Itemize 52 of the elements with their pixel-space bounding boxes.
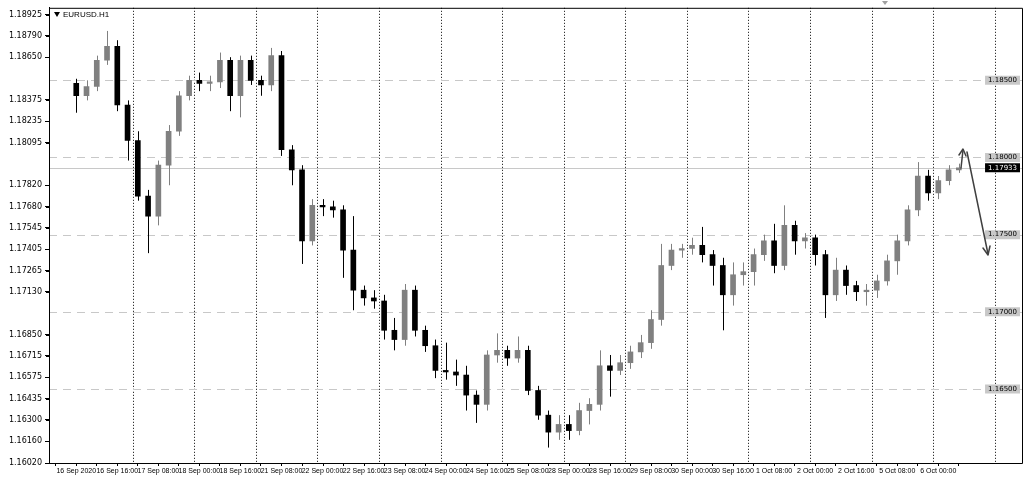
y-tick-label: 1.18650 <box>8 52 42 62</box>
candlestick <box>761 234 767 262</box>
candlestick <box>186 75 192 101</box>
candlestick <box>545 410 552 449</box>
candlestick <box>637 334 644 359</box>
y-tick-label: 1.18375 <box>8 94 42 104</box>
y-tick-label: 1.16435 <box>8 394 42 404</box>
y-tick-label: 1.16850 <box>8 330 42 339</box>
y-tick-label: 1.17405 <box>8 244 42 254</box>
candlestick <box>699 226 706 263</box>
candlestick <box>607 354 613 398</box>
candlestick <box>463 365 470 412</box>
candlestick <box>217 52 223 89</box>
candlestick <box>935 175 942 200</box>
candlestick <box>894 234 901 276</box>
candlestick <box>494 332 500 364</box>
y-tick-label: 1.17820 <box>8 180 42 190</box>
candlestick <box>648 309 654 350</box>
candlestick <box>709 249 716 287</box>
candlestick <box>576 402 582 436</box>
candlestick <box>196 72 203 92</box>
chart-title: EURUSD.H1 <box>63 10 110 19</box>
candlestick <box>73 78 80 114</box>
y-tick-label: 1.17265 <box>8 265 42 275</box>
candlestick <box>853 280 860 302</box>
candlestick <box>843 264 849 296</box>
candlestick <box>884 254 890 287</box>
candlestick <box>145 189 151 254</box>
candlestick <box>730 261 736 307</box>
y-tick-label: 1.16715 <box>8 350 42 360</box>
candlestick <box>740 261 747 287</box>
candlestick <box>288 144 295 186</box>
candlestick <box>750 248 757 287</box>
y-tick-label: 1.18790 <box>8 30 42 40</box>
candlestick <box>945 164 952 186</box>
candlestick <box>925 169 931 202</box>
candlestick <box>247 55 254 86</box>
candlestick <box>104 30 110 66</box>
y-tick-label: 1.17130 <box>8 286 42 296</box>
y-tick-label: 1.17680 <box>8 201 42 211</box>
y-tick-label: 1.18095 <box>8 137 42 147</box>
candlestick <box>422 325 429 353</box>
y-tick-label: 1.16020 <box>8 458 42 468</box>
candlestick <box>873 274 880 299</box>
y-tick-label: 1.16300 <box>8 414 42 424</box>
y-tick-label: 1.18235 <box>8 116 42 126</box>
y-tick-label: 1.17545 <box>8 222 42 232</box>
candlestick <box>617 354 623 376</box>
y-tick-label: 1.18925 <box>8 9 42 19</box>
y-tick-label: 1.16160 <box>8 436 42 446</box>
y-tick-label: 1.16575 <box>8 372 42 382</box>
candlestick <box>586 397 593 425</box>
